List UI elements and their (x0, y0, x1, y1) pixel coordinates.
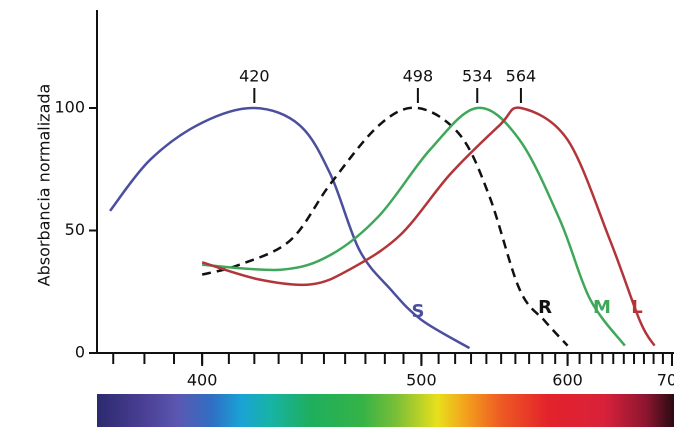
x-tick-label: 600 (552, 371, 583, 390)
x-tick-label: 400 (187, 371, 218, 390)
chart: Absorbancia normalizada 0 50 100 400 500 600 7… (35, 10, 674, 390)
peak-label: 534 (462, 67, 493, 86)
legend-label: R (538, 297, 552, 318)
peak-label: 420 (239, 67, 270, 86)
y-tick-label: 50 (65, 220, 85, 239)
legend-label: S (412, 301, 425, 322)
curve (201, 106, 656, 347)
y-tick-label: 0 (75, 343, 85, 362)
spectrum-bar (97, 394, 674, 427)
peak-label: 564 (506, 67, 537, 86)
curve (201, 106, 569, 347)
curve (109, 106, 471, 350)
x-tick-label: 700 (657, 371, 674, 390)
y-axis-label: Absorbancia normalizada (35, 84, 54, 287)
peak-label: 498 (403, 67, 434, 86)
legend-label: L (631, 297, 642, 318)
y-tick-label: 100 (54, 98, 85, 117)
legend-label: M (593, 297, 611, 318)
x-tick-label: 500 (406, 371, 437, 390)
curve (202, 106, 626, 347)
